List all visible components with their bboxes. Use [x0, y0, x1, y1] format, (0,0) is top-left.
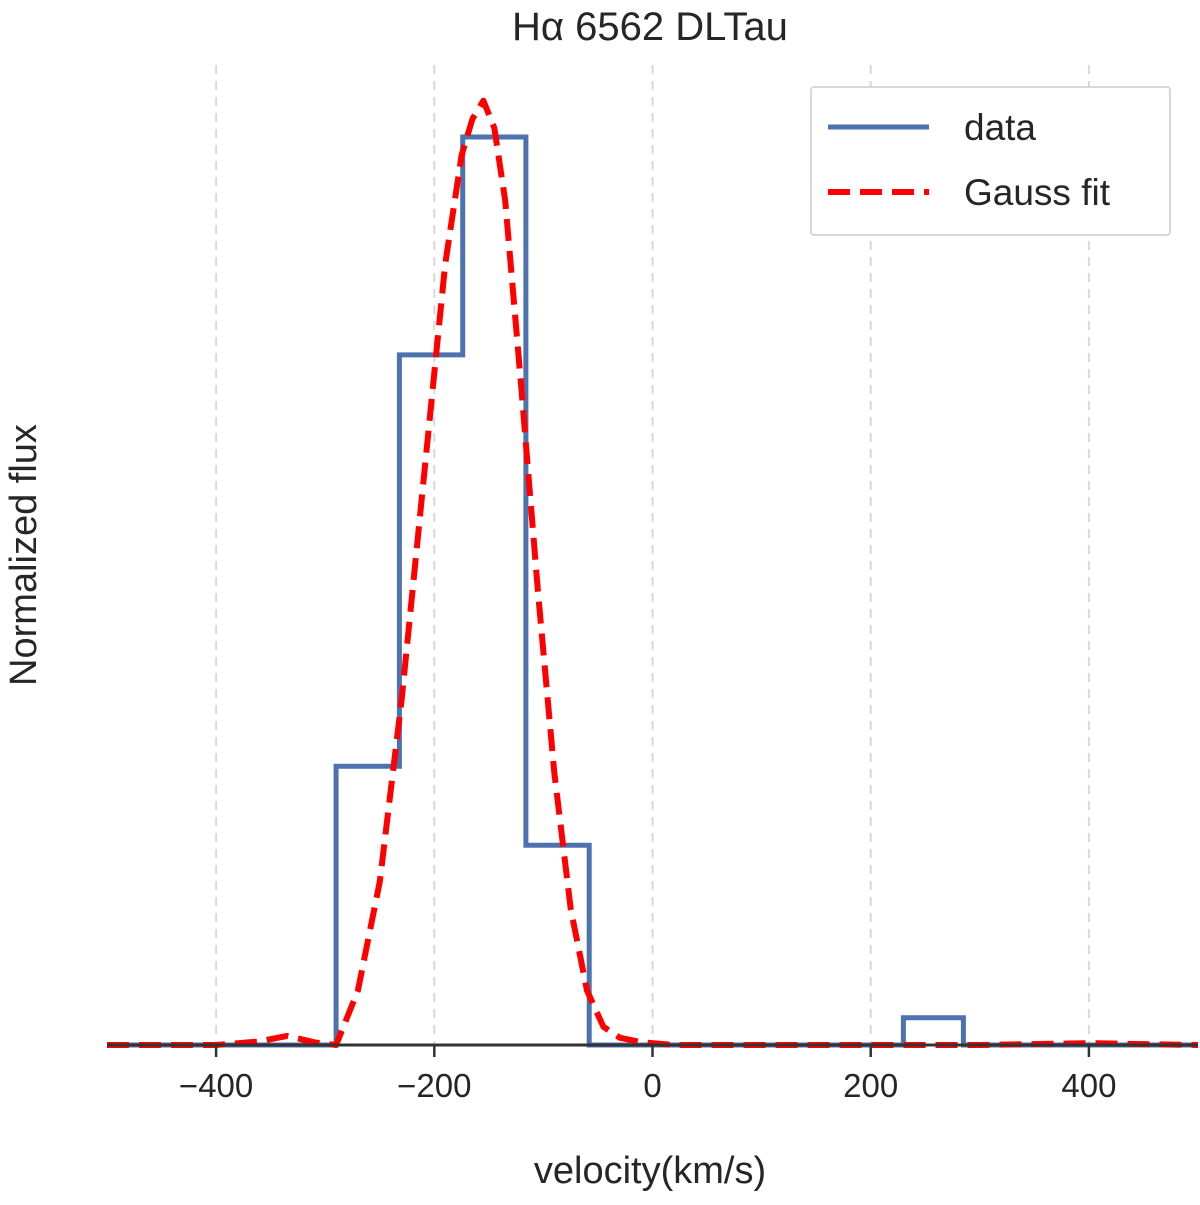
x-tick-label: 200 [843, 1067, 898, 1104]
x-tick-label: 400 [1061, 1067, 1116, 1104]
x-tick-label: −400 [179, 1067, 253, 1104]
legend-label: Gauss fit [964, 172, 1111, 213]
series-line-data [107, 134, 1198, 1048]
x-tick-label: −200 [397, 1067, 471, 1104]
legend-label: data [964, 107, 1036, 148]
legend-box [810, 86, 1171, 236]
x-axis-label: velocity(km/s) [534, 1150, 766, 1192]
y-axis-label: Normalized flux [3, 424, 45, 686]
x-tick-label: 0 [643, 1067, 661, 1104]
chart-title: Hα 6562 DLTau [512, 5, 788, 49]
x-axis: −400 −200 0 200 400 [107, 1043, 1198, 1104]
legend: data Gauss fit [810, 86, 1171, 236]
